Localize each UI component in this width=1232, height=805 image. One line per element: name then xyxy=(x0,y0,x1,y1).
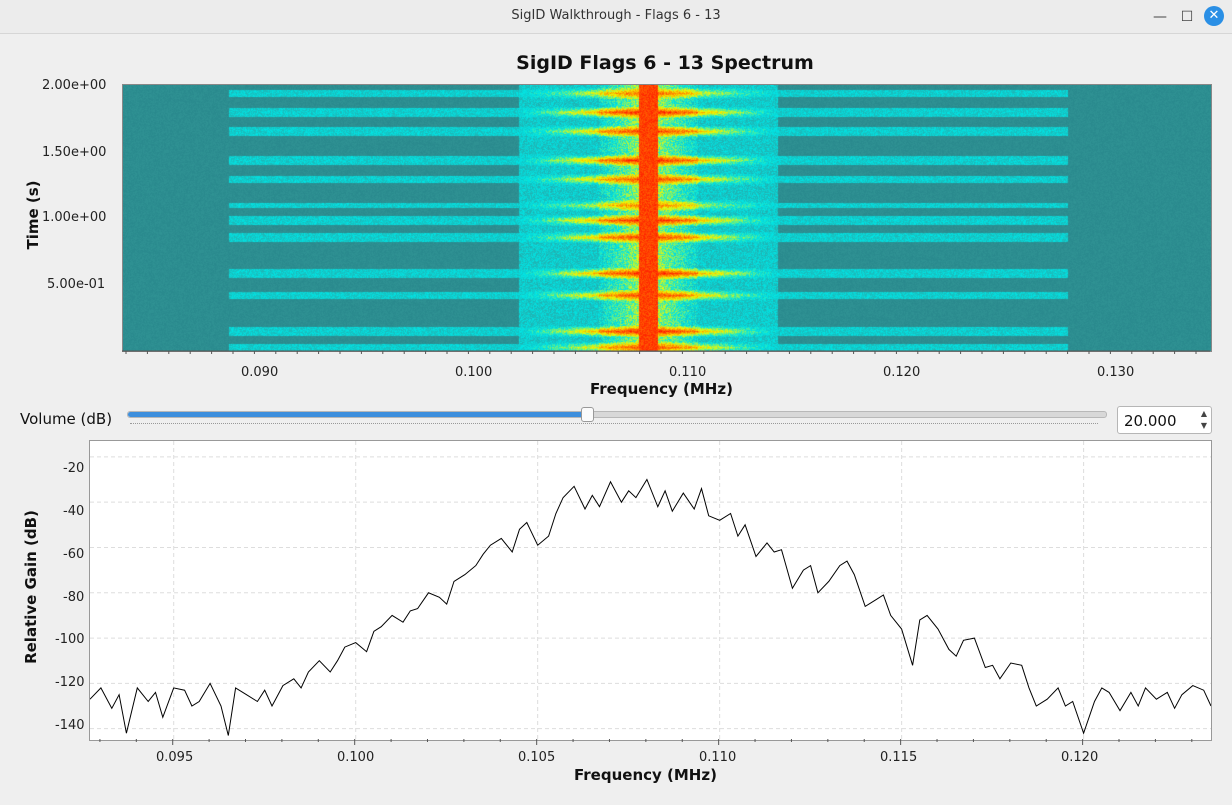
waterfall-ytick: 1.50e+00 xyxy=(42,145,107,160)
freq-ytick: -80 xyxy=(63,590,85,605)
freq-xlabel: Frequency (MHz) xyxy=(574,766,717,784)
volume-slider-ticks xyxy=(130,423,1098,427)
freq-xaxis xyxy=(99,739,1193,745)
spin-up-icon[interactable]: ▲ xyxy=(1200,409,1208,418)
volume-slider[interactable] xyxy=(127,407,1107,422)
waterfall-xtick: 0.090 xyxy=(241,365,279,380)
freq-ytick: -60 xyxy=(63,547,85,562)
freq-xtick: 0.115 xyxy=(880,750,918,765)
spin-down-icon[interactable]: ▼ xyxy=(1200,421,1208,430)
freq-ytick: -40 xyxy=(63,504,85,519)
freq-xtick: 0.120 xyxy=(1061,750,1099,765)
waterfall-canvas xyxy=(123,85,1211,351)
maximize-icon[interactable]: ☐ xyxy=(1180,9,1194,25)
volume-input[interactable] xyxy=(1122,410,1196,432)
waterfall-ytick: 5.00e-01 xyxy=(47,277,106,292)
volume-slider-handle[interactable] xyxy=(580,407,594,422)
waterfall-ytick: 2.00e+00 xyxy=(42,78,107,93)
waterfall-ylabel: Time (s) xyxy=(24,180,42,250)
volume-slider-fill xyxy=(128,412,586,417)
waterfall-xlabel: Frequency (MHz) xyxy=(590,380,733,398)
waterfall-xtick: 0.110 xyxy=(669,365,707,380)
volume-label: Volume (dB) xyxy=(20,410,113,428)
waterfall-plot[interactable] xyxy=(122,84,1212,352)
waterfall-xtick: 0.120 xyxy=(883,365,921,380)
window-title: SigID Walkthrough - Flags 6 - 13 xyxy=(511,8,721,23)
freq-xtick: 0.100 xyxy=(337,750,375,765)
freq-ylabel: Relative Gain (dB) xyxy=(22,510,40,664)
waterfall-xtick: 0.130 xyxy=(1097,365,1135,380)
freq-ytick: -120 xyxy=(55,675,85,690)
volume-spinbox[interactable]: ▲ ▼ xyxy=(1117,406,1212,434)
waterfall-title: SigID Flags 6 - 13 Spectrum xyxy=(516,52,814,74)
close-icon[interactable]: ✕ xyxy=(1204,6,1224,26)
minimize-icon[interactable]: — xyxy=(1153,9,1167,25)
waterfall-xtick: 0.100 xyxy=(455,365,493,380)
frequency-plot-svg xyxy=(89,441,1212,740)
freq-xtick: 0.105 xyxy=(518,750,556,765)
freq-ytick: -140 xyxy=(55,718,85,733)
freq-ytick: -100 xyxy=(55,632,85,647)
frequency-response-line xyxy=(89,478,1212,736)
window-titlebar[interactable]: SigID Walkthrough - Flags 6 - 13 — ☐ ✕ xyxy=(0,0,1232,34)
frequency-plot[interactable] xyxy=(89,440,1212,741)
waterfall-xaxis xyxy=(122,350,1210,354)
freq-ytick: -20 xyxy=(63,461,85,476)
freq-xtick: 0.095 xyxy=(156,750,194,765)
freq-xtick: 0.110 xyxy=(699,750,737,765)
waterfall-ytick: 1.00e+00 xyxy=(42,210,107,225)
